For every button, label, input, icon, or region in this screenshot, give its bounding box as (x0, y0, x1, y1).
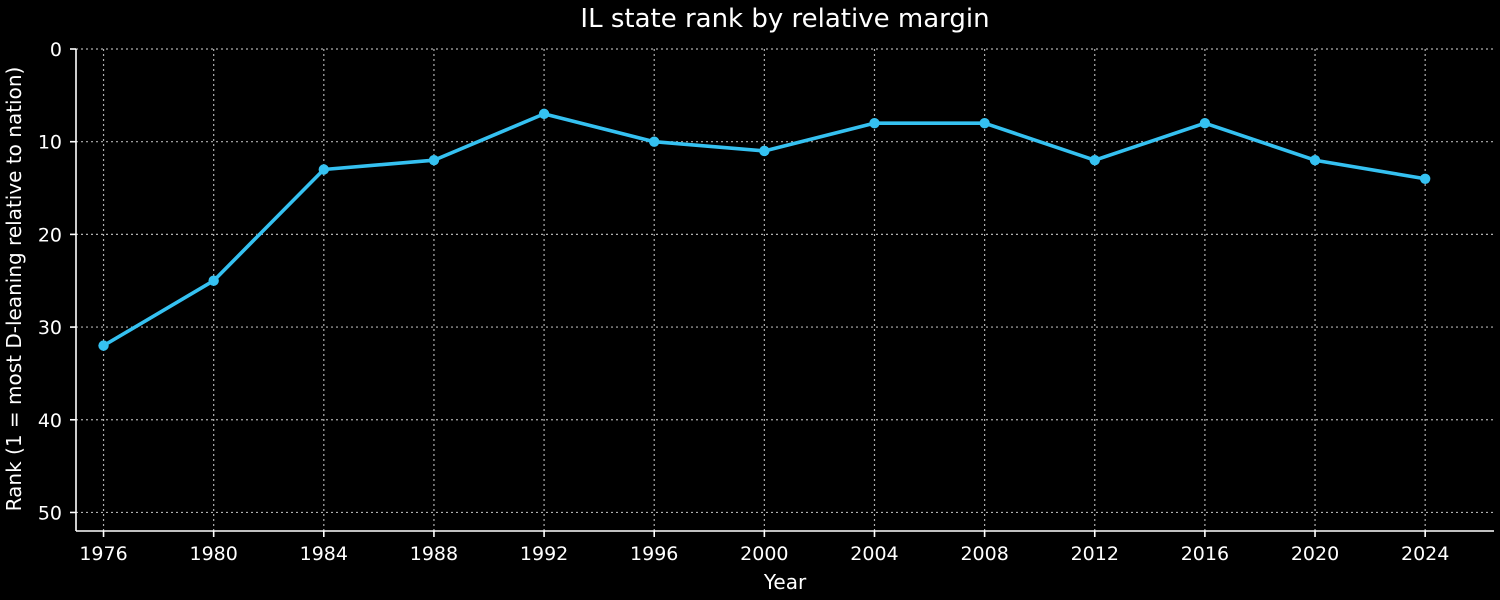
x-tick-label: 1980 (189, 543, 237, 565)
chart-title: IL state rank by relative margin (580, 4, 989, 34)
x-tick-label: 2004 (850, 543, 898, 565)
data-point (1419, 173, 1431, 184)
x-tick-label: 1984 (300, 543, 348, 565)
data-point (869, 117, 880, 129)
data-point (428, 155, 440, 166)
data-point (208, 275, 219, 286)
x-tick-label: 1992 (520, 543, 568, 565)
x-tick-label: 1988 (410, 543, 458, 565)
ticks: 1976 1980 1984 1988 1992 1996 2000 2004 2008 2012… (38, 39, 1450, 565)
y-tick-label: 10 (38, 132, 62, 154)
data-point (538, 108, 550, 120)
data-point (1089, 155, 1100, 166)
x-tick-label: 2008 (960, 543, 1008, 565)
data-point (649, 136, 660, 147)
x-tick-label: 2020 (1291, 543, 1339, 565)
y-tick-label: 20 (38, 224, 62, 246)
x-tick-label: 1996 (630, 543, 678, 565)
data-point (98, 340, 109, 351)
data-point (979, 117, 990, 129)
series (98, 108, 1431, 351)
x-tick-label: 2000 (740, 543, 788, 565)
grid (76, 48, 1494, 531)
x-tick-label: 1976 (79, 543, 127, 565)
y-axis-label: Rank (1 = most D-leaning relative to nat… (2, 67, 26, 512)
y-tick-label: 0 (50, 39, 62, 61)
axes (75, 49, 1494, 532)
y-tick-label: 40 (38, 410, 62, 432)
data-point (1199, 117, 1211, 129)
y-tick-label: 30 (38, 317, 62, 339)
y-tick-label: 50 (38, 502, 62, 524)
data-point (1309, 155, 1321, 166)
x-tick-label: 2016 (1181, 543, 1229, 565)
x-axis-label: Year (763, 570, 807, 594)
x-tick-label: 2012 (1071, 543, 1119, 565)
x-tick-label: 2024 (1401, 543, 1449, 565)
data-point (318, 164, 330, 175)
data-point (759, 145, 770, 157)
